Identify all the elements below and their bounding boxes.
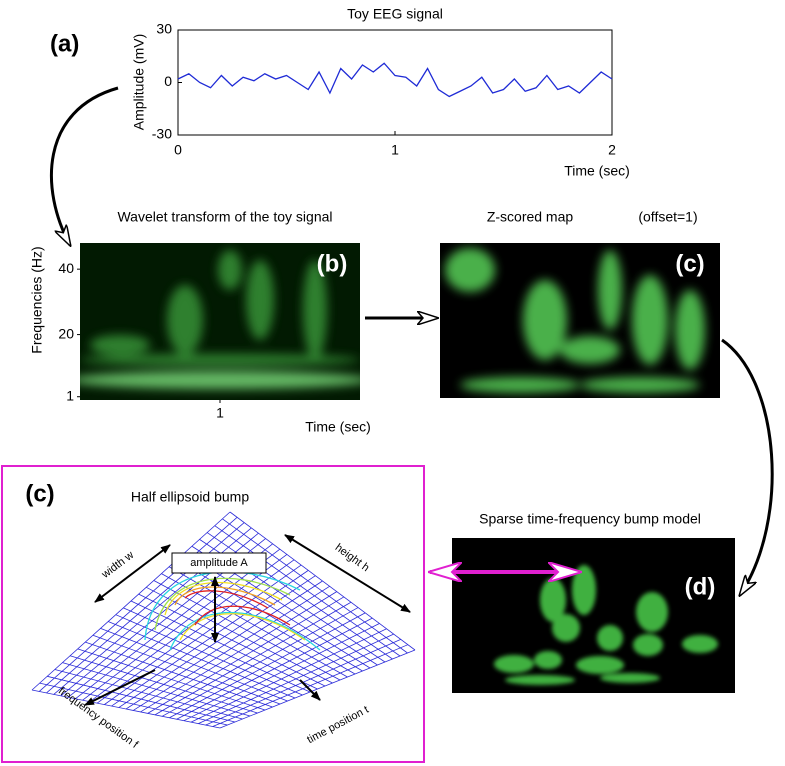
y-tick-label: 0 bbox=[164, 73, 172, 89]
wavelet-axes: 40 20 1 1 bbox=[58, 260, 224, 421]
mesh-line bbox=[198, 633, 394, 724]
mesh-line bbox=[219, 649, 416, 729]
bump-model bbox=[452, 538, 735, 693]
plot-frame bbox=[177, 29, 613, 136]
mesh-line bbox=[138, 593, 326, 687]
panel-label: (b) bbox=[317, 250, 348, 277]
dimension-arrow bbox=[284, 534, 411, 613]
panel-label: (d) bbox=[685, 573, 716, 600]
mesh-line bbox=[169, 612, 366, 719]
x-tick-label: 0 bbox=[174, 142, 182, 158]
panel-title: Wavelet transform of the toy signal bbox=[117, 209, 332, 225]
flow-arrow bbox=[721, 338, 774, 595]
x-axis-label: Time (sec) bbox=[305, 419, 371, 435]
dimension-arrow bbox=[94, 544, 171, 603]
position-arrow bbox=[299, 679, 321, 701]
mesh-line bbox=[146, 586, 333, 684]
y-tick-label: 30 bbox=[156, 21, 172, 37]
position-arrow bbox=[84, 669, 156, 706]
mesh-line bbox=[176, 617, 373, 720]
panel-label: (a) bbox=[50, 30, 79, 57]
mesh-line bbox=[190, 628, 387, 723]
mesh-line bbox=[183, 623, 380, 722]
y-tick-label: 1 bbox=[66, 387, 74, 403]
z-scored-map bbox=[440, 243, 720, 398]
panel-title: Toy EEG signal bbox=[347, 6, 443, 22]
y-axis-label: Frequencies (Hz) bbox=[29, 246, 45, 353]
mesh-line bbox=[176, 559, 363, 672]
eeg-plot: 300-300 1 2 bbox=[152, 21, 616, 158]
x-axis-label: Time (sec) bbox=[564, 163, 630, 179]
panel-label: (c) bbox=[25, 480, 54, 507]
y-axis-label: Amplitude (mV) bbox=[131, 34, 147, 130]
mesh-line bbox=[161, 607, 359, 717]
wavelet-map bbox=[80, 243, 360, 400]
x-tick-label: 1 bbox=[391, 142, 399, 158]
mesh-line bbox=[212, 644, 409, 727]
mesh-line bbox=[161, 573, 348, 678]
panel-title: Sparse time-frequency bump model bbox=[479, 511, 701, 527]
mesh-line bbox=[154, 601, 352, 716]
mesh-line bbox=[153, 580, 341, 681]
panel-title: Half ellipsoid bump bbox=[131, 489, 249, 505]
x-tick-label: 2 bbox=[608, 142, 616, 158]
y-tick-label: 20 bbox=[58, 325, 74, 341]
x-tick-label: 1 bbox=[216, 405, 224, 421]
signal-line bbox=[177, 62, 613, 98]
annotation: amplitude A bbox=[190, 557, 248, 569]
flow-arrow bbox=[49, 86, 119, 245]
panel-note: (offset=1) bbox=[638, 209, 697, 225]
mesh-line bbox=[147, 596, 345, 714]
y-tick-label: 40 bbox=[58, 260, 74, 276]
y-tick-label: -30 bbox=[152, 126, 172, 142]
annotation-box bbox=[171, 552, 267, 574]
panel-label: (c) bbox=[675, 250, 704, 277]
panel-title: Z-scored map bbox=[487, 209, 574, 225]
ellipsoid-bump bbox=[144, 571, 321, 651]
